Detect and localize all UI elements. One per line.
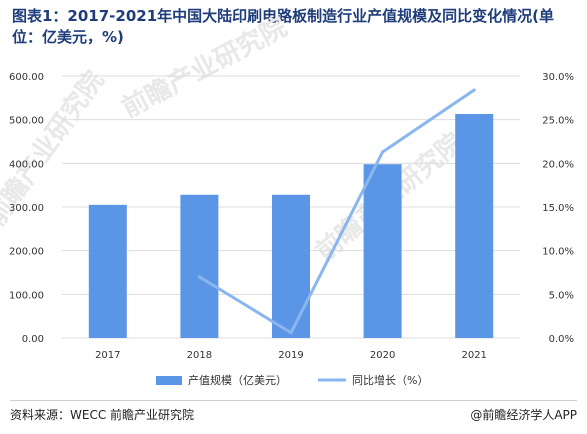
y-left-tick-label: 600.00	[9, 72, 44, 83]
y-right-tick-label: 20.0%	[542, 159, 574, 170]
y-right-tick-label: 5.0%	[549, 290, 574, 301]
source-note: 资料来源：WECC 前瞻产业研究院	[10, 408, 195, 422]
x-axis-ticks: 2017 2018 2019 2020 2021	[95, 350, 487, 361]
bar-series	[88, 113, 494, 339]
y-left-tick-label: 400.00	[9, 159, 44, 170]
line-point	[197, 275, 201, 279]
line-point	[472, 88, 476, 92]
left-axis-ticks: 0.00 100.00 200.00 300.00 400.00 500.00 600.00	[9, 72, 44, 345]
legend-label-bar: 产值规模（亿美元）	[188, 373, 287, 387]
y-left-tick-label: 500.00	[9, 116, 44, 127]
y-left-tick-label: 100.00	[9, 290, 44, 301]
y-left-tick-label: 300.00	[9, 203, 44, 214]
line-series	[197, 88, 476, 335]
x-tick-label: 2021	[461, 350, 486, 361]
y-left-tick-label: 0.00	[22, 334, 44, 345]
line-series-path	[198, 88, 476, 335]
y-right-tick-label: 15.0%	[542, 203, 574, 214]
legend: 产值规模（亿美元） 同比增长（%）	[156, 373, 428, 387]
line-point	[381, 150, 385, 154]
brand-credit: @前瞻经济学人APP	[470, 408, 577, 422]
bar	[363, 164, 402, 338]
combo-chart: 前瞻产业研究院前瞻产业研究院前瞻产业研究院 0.00100.00200.0030…	[0, 11, 574, 387]
x-tick-label: 2018	[187, 350, 212, 361]
y-right-tick-label: 10.0%	[542, 247, 574, 258]
bar	[88, 204, 127, 338]
watermark-text: 前瞻产业研究院	[117, 11, 292, 124]
bar	[180, 194, 219, 338]
chart-title: 图表1：2017-2021年中国大陆印刷电路板制造行业产值规模及同比变化情况(单…	[12, 7, 555, 46]
y-right-tick-label: 0.0%	[549, 334, 574, 345]
x-tick-label: 2017	[95, 350, 120, 361]
legend-swatch-bar	[156, 376, 182, 385]
legend-label-line: 同比增长（%）	[352, 373, 428, 387]
right-axis-ticks: 0.0% 5.0% 10.0% 15.0% 20.0% 25.0% 30.0%	[542, 72, 574, 345]
footer-divider	[10, 400, 577, 401]
line-point	[289, 331, 293, 335]
x-tick-label: 2020	[370, 350, 395, 361]
bar	[455, 113, 494, 339]
bar	[272, 194, 310, 338]
y-right-tick-label: 30.0%	[542, 72, 574, 83]
y-right-tick-label: 25.0%	[542, 116, 574, 127]
y-left-tick-label: 200.00	[9, 247, 44, 258]
x-tick-label: 2019	[278, 350, 303, 361]
